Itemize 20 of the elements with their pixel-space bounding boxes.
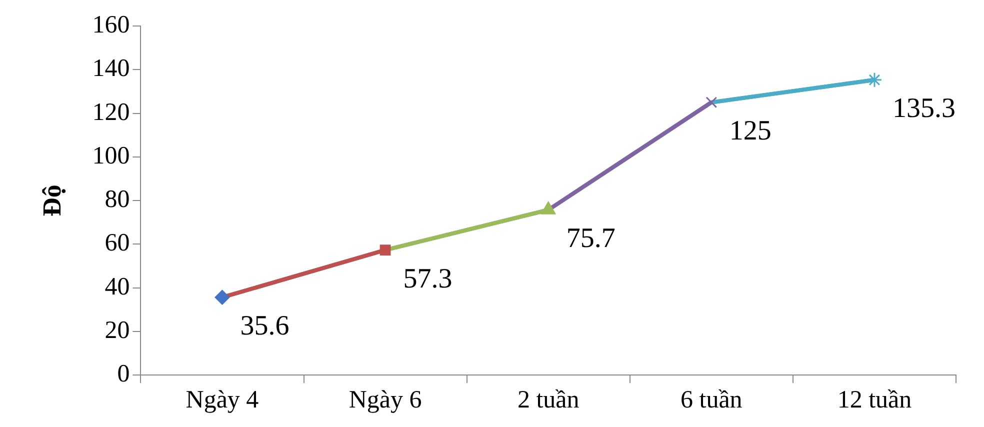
y-tick-label: 60 <box>104 230 130 257</box>
y-tick-label: 20 <box>104 316 130 344</box>
x-tick-label: Ngày 6 <box>348 386 422 414</box>
data-label: 135.3 <box>892 93 956 124</box>
y-tick-label: 160 <box>92 12 130 39</box>
y-tick-label: 140 <box>92 55 130 82</box>
y-tick-label: 80 <box>104 186 130 214</box>
data-label: 75.7 <box>566 223 616 254</box>
data-label: 57.3 <box>403 263 452 294</box>
y-tick-label: 0 <box>117 360 130 388</box>
y-tick-label: 40 <box>104 273 130 300</box>
y-tick-label: 120 <box>92 98 130 126</box>
data-label: 125 <box>729 116 772 147</box>
x-tick-label: 12 tuần <box>837 386 912 414</box>
x-tick-label: Ngày 4 <box>186 386 260 414</box>
data-label: 35.6 <box>240 310 290 342</box>
y-tick-label: 100 <box>92 142 130 170</box>
y-axis-title: Độ <box>37 184 66 216</box>
x-tick-label: 6 tuần <box>680 386 743 414</box>
x-tick-label: 2 tuần <box>517 386 580 414</box>
